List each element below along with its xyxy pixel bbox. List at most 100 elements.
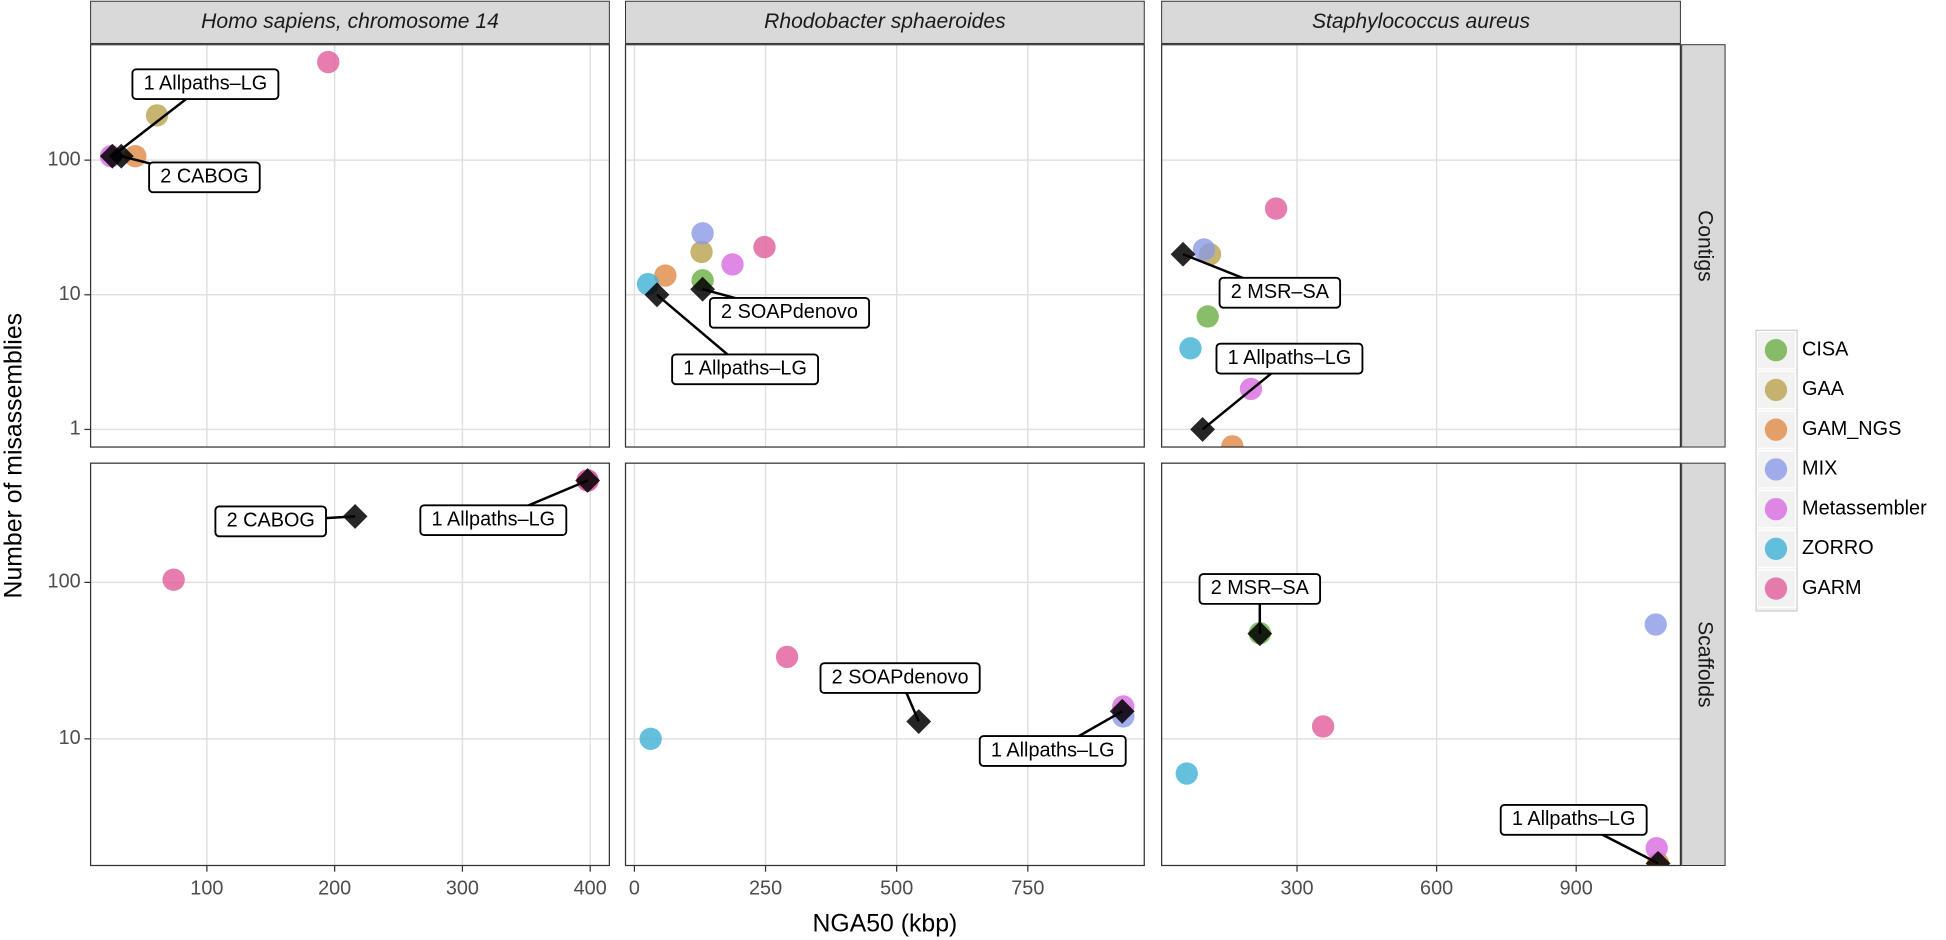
legend-swatch	[1764, 338, 1788, 362]
legend-label: GAM_NGS	[1802, 418, 1901, 440]
x-tick-label: 900	[1560, 877, 1593, 899]
x-tick-label: 0	[629, 877, 640, 899]
legend-key	[1756, 569, 1797, 608]
best-assembly-marker	[1109, 698, 1135, 724]
annotations: 1 Allpaths–LG 2 MSR–SA	[1182, 253, 1364, 431]
point	[1644, 613, 1667, 636]
point	[690, 240, 713, 264]
panel	[1161, 463, 1681, 866]
panel-border	[89, 44, 610, 448]
annotation-box	[214, 505, 327, 538]
column-strip-label: Rhodobacter sphaeroides	[764, 10, 1006, 33]
best-assembly-marker	[1247, 621, 1273, 647]
x-tick-label: 300	[446, 877, 479, 899]
x-tick-label: 500	[880, 877, 913, 899]
annotation-label: 1 Allpaths–LG	[683, 358, 807, 380]
annotation-label: 1 Allpaths–LG	[991, 739, 1115, 761]
column-strip-label: Staphylococcus aureus	[1312, 10, 1530, 33]
point	[1196, 305, 1219, 328]
panel	[1161, 44, 1681, 448]
annotations: 1 Allpaths–LG 2 SOAPdenovo	[656, 288, 871, 386]
point	[1264, 197, 1288, 220]
point	[775, 645, 799, 669]
annotation-box	[1198, 573, 1322, 605]
y-axis-title: Number of misassemblies	[0, 313, 27, 599]
y-tick-label: 100	[48, 571, 81, 593]
point	[162, 568, 185, 591]
annotation-box	[419, 504, 568, 537]
legend-swatch	[1764, 577, 1788, 600]
point	[1175, 762, 1198, 785]
legend-label: ZORRO	[1802, 537, 1874, 559]
legend-swatch	[1764, 497, 1788, 521]
legend-label: MIX	[1802, 458, 1837, 480]
panel-border	[1161, 44, 1682, 448]
point	[721, 253, 744, 276]
annotation-label: 2 SOAPdenovo	[832, 666, 969, 688]
legend-label: GAA	[1802, 378, 1845, 400]
annotation-box	[1499, 804, 1648, 836]
annotation-label: 1 Allpaths–LG	[432, 508, 556, 530]
panel-border	[89, 462, 610, 867]
column-strip	[90, 0, 610, 44]
panel-border	[624, 44, 1145, 448]
row-strip-label: Contigs	[1693, 210, 1716, 282]
legend-swatch	[1764, 458, 1788, 481]
legend-label: Metassembler	[1802, 497, 1927, 519]
x-tick-label: 200	[318, 877, 351, 899]
best-assembly-marker	[1645, 850, 1671, 866]
annotation-label: 2 MSR–SA	[1211, 577, 1310, 599]
annotation-label: 1 Allpaths–LG	[144, 72, 268, 94]
x-tick-label: 300	[1280, 877, 1313, 899]
annotation-label: 2 SOAPdenovo	[721, 301, 858, 323]
plot-area	[636, 222, 776, 308]
legend-swatch	[1764, 378, 1788, 402]
annotation-label: 2 CABOG	[160, 166, 248, 188]
annotation-box	[1215, 342, 1364, 375]
point	[753, 235, 776, 259]
annotation-label: 2 CABOG	[227, 510, 315, 532]
x-tick-label: 750	[1011, 877, 1044, 899]
point	[145, 104, 169, 127]
row-strip-label: Scaffolds	[1693, 621, 1716, 707]
panel-border	[624, 462, 1145, 867]
annotation-box	[978, 735, 1127, 767]
y-tick-label: 100	[48, 148, 81, 170]
annotation-box	[148, 161, 261, 194]
column-strip	[1161, 0, 1681, 44]
y-tick-label: 10	[59, 283, 81, 305]
point	[1192, 238, 1216, 261]
annotation-label: 2 MSR–SA	[1231, 281, 1330, 303]
annotation-box	[708, 296, 871, 329]
panel	[90, 44, 610, 448]
annotations: 1 Allpaths–LG 2 SOAPdenovo	[819, 662, 1127, 767]
column-strip-label: Homo sapiens, chromosome 14	[201, 10, 499, 33]
point	[639, 727, 662, 750]
point	[1311, 715, 1335, 738]
row-strip	[1681, 44, 1726, 448]
row-strip	[1681, 462, 1726, 866]
point	[1645, 837, 1668, 860]
annotation-label: 1 Allpaths–LG	[1512, 808, 1636, 830]
annotations: 1 Allpaths–LG 2 CABOG	[214, 479, 589, 538]
plot-area	[1175, 613, 1671, 866]
legend-label: CISA	[1802, 338, 1849, 360]
annotations: 1 Allpaths–LG 2 MSR–SA	[1198, 573, 1659, 865]
point	[1179, 337, 1202, 360]
annotation-box	[1218, 276, 1342, 309]
point	[1221, 435, 1244, 448]
legend-swatch	[1764, 537, 1788, 561]
legend-label: GARM	[1802, 577, 1862, 599]
x-tick-label: 600	[1420, 877, 1453, 899]
point	[654, 264, 677, 287]
x-tick-label: 100	[190, 877, 223, 899]
point	[691, 222, 714, 245]
x-tick-label: 250	[749, 877, 782, 899]
x-axis-title: NGA50 (kbp)	[813, 911, 958, 938]
x-tick-label: 400	[574, 877, 607, 899]
annotation-box	[671, 353, 820, 386]
annotation-box	[131, 68, 280, 100]
y-tick-label: 10	[59, 727, 81, 749]
y-tick-label: 1	[70, 418, 81, 440]
